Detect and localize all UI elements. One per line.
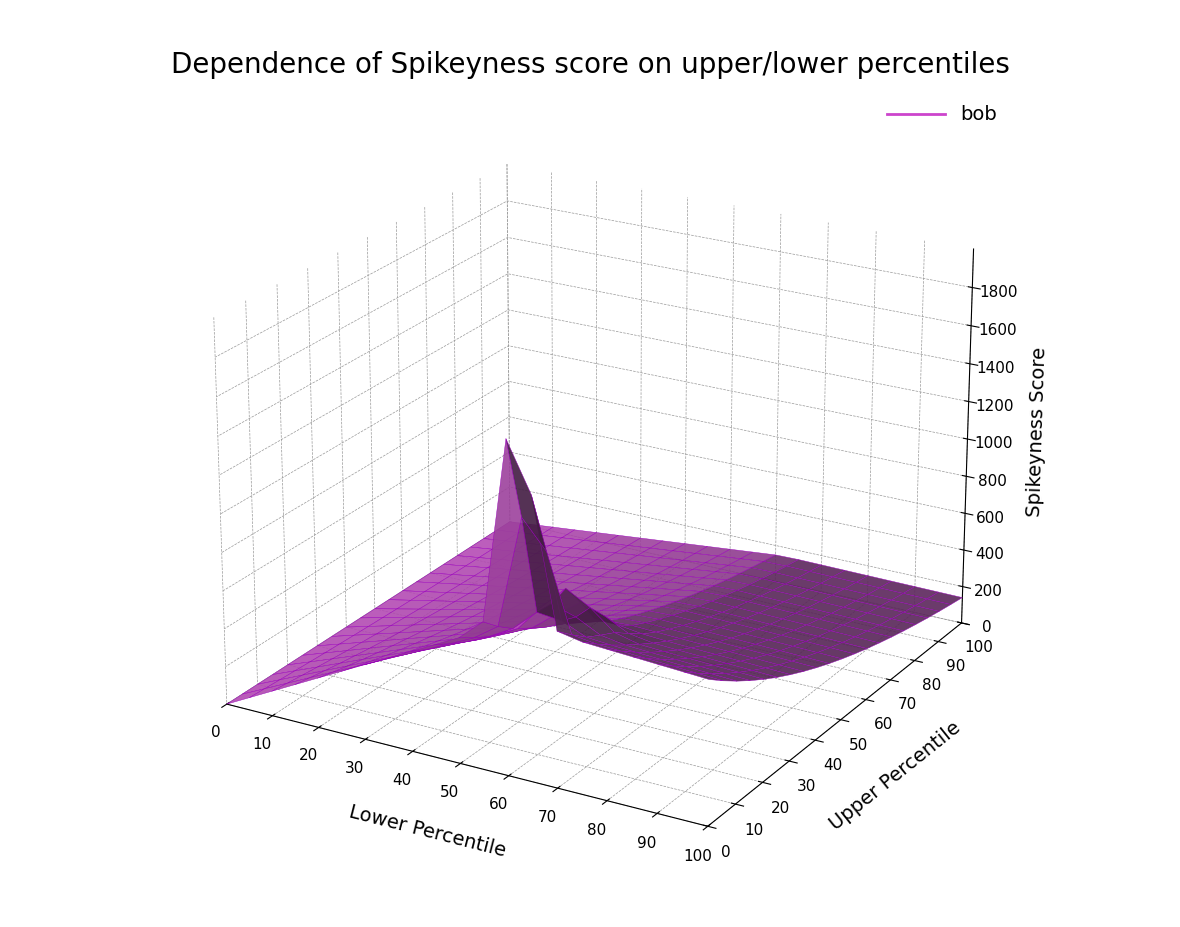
X-axis label: Lower Percentile: Lower Percentile — [347, 802, 507, 860]
Y-axis label: Upper Percentile: Upper Percentile — [826, 717, 965, 833]
Legend: bob: bob — [879, 97, 1005, 133]
Title: Dependence of Spikeyness score on upper/lower percentiles: Dependence of Spikeyness score on upper/… — [171, 51, 1009, 79]
